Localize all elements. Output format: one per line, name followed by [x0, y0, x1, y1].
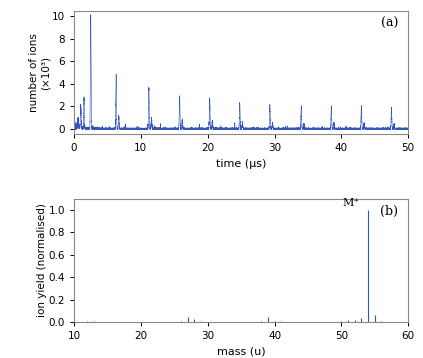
X-axis label: time (μs): time (μs): [216, 159, 266, 169]
Y-axis label: number of ions
(×10³): number of ions (×10³): [29, 33, 50, 112]
Text: M⁺: M⁺: [343, 198, 360, 208]
X-axis label: mass (u): mass (u): [217, 347, 265, 357]
Y-axis label: ion yield (normalised): ion yield (normalised): [37, 203, 47, 317]
Text: (a): (a): [381, 17, 398, 30]
Text: (b): (b): [380, 205, 398, 218]
